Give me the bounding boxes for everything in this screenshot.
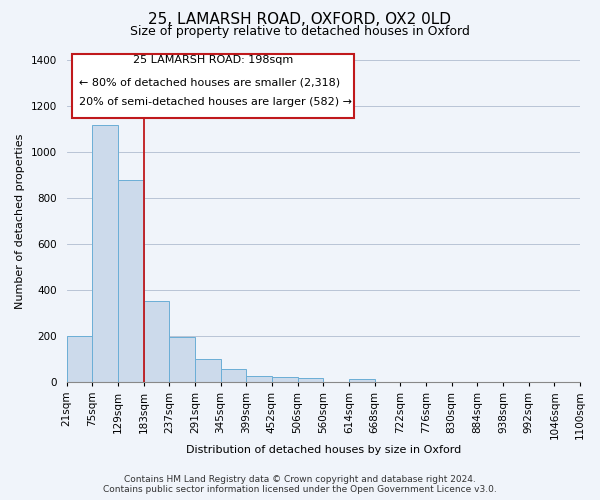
Text: Contains HM Land Registry data © Crown copyright and database right 2024.
Contai: Contains HM Land Registry data © Crown c… [103, 474, 497, 494]
Bar [349, 380, 374, 382]
X-axis label: Distribution of detached houses by size in Oxford: Distribution of detached houses by size … [185, 445, 461, 455]
Text: ← 80% of detached houses are smaller (2,318): ← 80% of detached houses are smaller (2,… [79, 78, 340, 88]
Bar [195, 359, 221, 382]
Bar [169, 337, 195, 382]
Bar [67, 336, 92, 382]
Bar [143, 302, 169, 382]
Text: Size of property relative to detached houses in Oxford: Size of property relative to detached ho… [130, 25, 470, 38]
Text: 25, LAMARSH ROAD, OXFORD, OX2 0LD: 25, LAMARSH ROAD, OXFORD, OX2 0LD [149, 12, 452, 28]
Bar [272, 377, 298, 382]
Text: 25 LAMARSH ROAD: 198sqm: 25 LAMARSH ROAD: 198sqm [133, 56, 293, 66]
Y-axis label: Number of detached properties: Number of detached properties [15, 134, 25, 308]
Bar [298, 378, 323, 382]
Bar [246, 376, 272, 382]
Bar [118, 180, 143, 382]
Bar [221, 369, 246, 382]
Bar [92, 124, 118, 382]
Text: 20% of semi-detached houses are larger (582) →: 20% of semi-detached houses are larger (… [79, 97, 352, 107]
FancyBboxPatch shape [71, 54, 354, 118]
